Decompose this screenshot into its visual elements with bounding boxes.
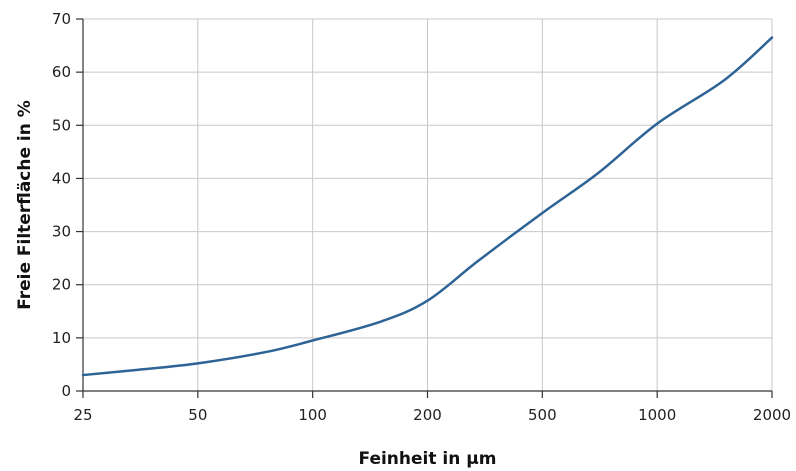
x-tick-label: 25 (73, 406, 92, 424)
x-tick-label: 200 (413, 406, 442, 424)
x-tick-label: 2000 (753, 406, 791, 424)
y-axis-title: Freie Filterfläche in % (15, 100, 35, 310)
y-tick-label: 10 (52, 329, 71, 347)
x-axis-title: Feinheit in µm (359, 449, 497, 469)
y-tick-label: 30 (52, 223, 71, 241)
x-tick-label: 500 (528, 406, 557, 424)
y-tick-label: 60 (52, 63, 71, 81)
y-tick-label: 0 (61, 382, 71, 400)
tick-labels: 0 10 20 30 40 50 60 70 25 50 100 200 500 1000 2000 (52, 10, 791, 424)
grid (83, 18, 773, 391)
y-tick-label: 70 (52, 10, 71, 28)
x-tick-label: 1000 (638, 406, 676, 424)
y-tick-label: 40 (52, 169, 71, 187)
y-tick-label: 50 (52, 116, 71, 134)
axes (76, 18, 773, 398)
series-layer (81, 36, 774, 377)
y-tick-label: 20 (52, 276, 71, 294)
series-line-0 (81, 36, 774, 377)
x-tick-label: 50 (188, 406, 207, 424)
x-tick-label: 100 (298, 406, 327, 424)
